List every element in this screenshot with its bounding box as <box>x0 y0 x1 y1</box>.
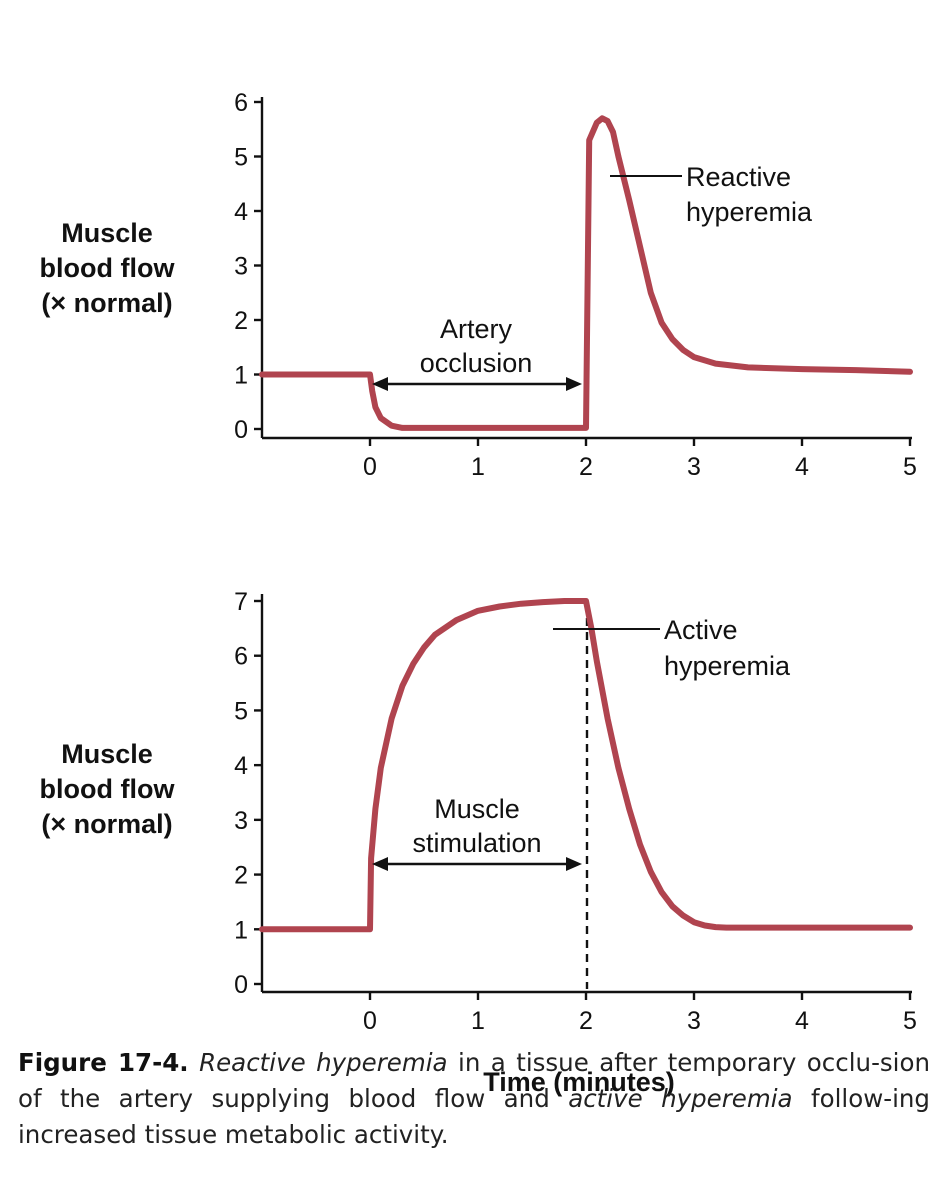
y-tick-label: 7 <box>234 588 248 616</box>
caption-term-reactive: Reactive hyperemia <box>199 1048 448 1077</box>
active-hyperemia-chart: 0 1 2 3 4 5 6 7 0 1 2 3 4 5 Muscle blood flow (× norm… <box>40 588 917 1097</box>
x-tick-label: 0 <box>363 453 377 481</box>
y-tick-label: 1 <box>234 362 248 390</box>
y-tick-label: 3 <box>234 253 248 281</box>
stimulation-label-line-2: stimulation <box>412 828 541 858</box>
y-tick-label: 2 <box>234 307 248 335</box>
active-blood-flow-line <box>259 598 913 933</box>
y-tick-label: 2 <box>234 862 248 890</box>
x-tick-label: 4 <box>795 453 809 481</box>
muscle-stimulation-arrow <box>372 857 582 871</box>
y-axis-label-line-2: blood flow <box>40 253 176 283</box>
reactive-hyperemia-chart: 0 1 2 3 4 5 6 0 1 2 3 4 5 Muscle blood flow (× norma… <box>40 89 917 481</box>
y-axis-label-line-3: (× normal) <box>41 288 172 318</box>
y-tick-label: 3 <box>234 807 248 835</box>
y-axis-label: Muscle blood flow (× normal) <box>40 739 176 839</box>
y-tick-label: 0 <box>234 971 248 999</box>
y-tick-label: 5 <box>234 144 248 172</box>
x-tick-label: 5 <box>903 453 917 481</box>
y-axis-label-line-1: Muscle <box>61 739 153 769</box>
caption-text-1: in a tissue after temporary occlu-sion o… <box>18 1048 931 1113</box>
stimulation-label-line-1: Muscle <box>434 794 520 824</box>
y-axis-label-line-2: blood flow <box>40 774 176 804</box>
caption-text-2: follow-ing increased tissue metabolic ac… <box>18 1084 930 1149</box>
active-hyperemia-label-line-1: Active <box>664 615 738 645</box>
artery-occlusion-arrow <box>372 377 582 391</box>
y-axis-label-line-3: (× normal) <box>41 809 172 839</box>
active-hyperemia-label-line-2: hyperemia <box>664 651 791 681</box>
occlusion-label-line-2: occlusion <box>420 348 533 378</box>
x-tick-label: 1 <box>471 1007 485 1035</box>
y-tick-label: 1 <box>234 916 248 944</box>
caption-term-active: active hyperemia <box>568 1084 793 1113</box>
y-axis-label: Muscle blood flow (× normal) <box>40 218 176 318</box>
reactive-blood-flow-line <box>259 115 913 431</box>
y-tick-label: 6 <box>234 89 248 117</box>
x-axis-label: Time (minutes) <box>483 1067 675 1097</box>
occlusion-label-line-1: Artery <box>440 314 513 344</box>
figure-label: Figure 17-4. <box>18 1048 189 1077</box>
reactive-hyperemia-label-line-1: Reactive <box>686 162 791 192</box>
x-tick-label: 3 <box>687 453 701 481</box>
x-tick-label: 2 <box>579 1007 593 1035</box>
reactive-hyperemia-label-line-2: hyperemia <box>686 197 813 227</box>
x-tick-label: 1 <box>471 453 485 481</box>
x-tick-label: 0 <box>363 1007 377 1035</box>
x-tick-label: 4 <box>795 1007 809 1035</box>
figure-caption: Figure 17-4. Reactive hyperemia in a tis… <box>18 1045 930 1153</box>
y-tick-label: 0 <box>234 416 248 444</box>
x-tick-label: 5 <box>903 1007 917 1035</box>
y-axis-label-line-1: Muscle <box>61 218 153 248</box>
y-tick-label: 5 <box>234 697 248 725</box>
y-tick-label: 4 <box>234 752 248 780</box>
y-tick-label: 4 <box>234 198 248 226</box>
x-tick-label: 2 <box>579 453 593 481</box>
x-tick-label: 3 <box>687 1007 701 1035</box>
y-tick-label: 6 <box>234 643 248 671</box>
